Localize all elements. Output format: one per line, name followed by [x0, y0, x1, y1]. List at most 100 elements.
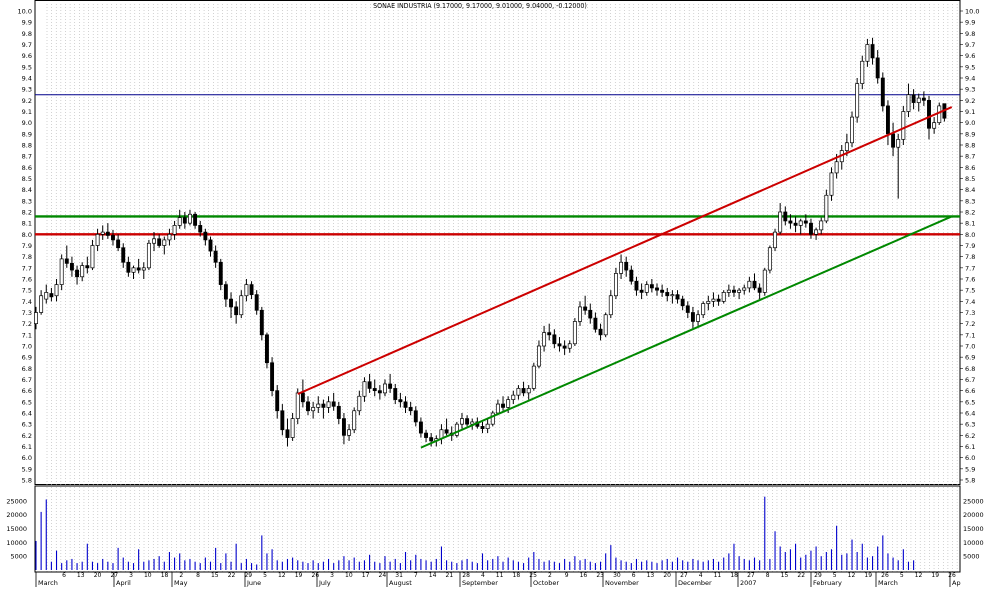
- candle-up: [701, 303, 706, 316]
- price-tick-label-right: 6.8: [965, 365, 975, 373]
- price-tick-label-right: 6.3: [965, 421, 975, 429]
- candle-up: [100, 231, 105, 235]
- candle-up: [567, 343, 572, 349]
- day-tick-label: 29: [244, 572, 252, 579]
- day-tick-label: 20: [663, 572, 671, 579]
- day-tick-label: 9: [565, 572, 569, 579]
- candle-down: [911, 94, 916, 103]
- day-tick-label: 3: [330, 572, 334, 579]
- day-tick-label: 2: [548, 572, 552, 579]
- day-tick-label: 22: [797, 572, 805, 579]
- candle-up: [460, 418, 464, 425]
- day-tick-label: 6: [632, 572, 636, 579]
- price-tick-label-left: 7.7: [22, 264, 32, 272]
- price-tick-label-right: 8.0: [965, 231, 975, 239]
- volume-tick-label-left: 20000: [6, 511, 27, 519]
- price-tick-label-right: 7.2: [965, 320, 975, 328]
- price-tick-label-left: 6.2: [22, 432, 32, 440]
- trendline-green: [420, 215, 953, 449]
- candle-up: [352, 410, 357, 431]
- month-label: February: [813, 579, 842, 587]
- price-tick-label-left: 7.6: [22, 276, 32, 284]
- price-tick-label-left: 6.9: [22, 354, 32, 362]
- day-tick-label: 6: [62, 572, 66, 579]
- candle-up: [152, 238, 156, 244]
- candle-up: [526, 388, 531, 394]
- month-label: 2007: [740, 579, 757, 587]
- candle-up: [383, 383, 387, 394]
- candle-down: [136, 267, 141, 271]
- candle-down: [588, 309, 593, 319]
- day-tick-label: 28: [462, 572, 470, 579]
- candle-up: [362, 381, 367, 397]
- price-tick-label-left: 6.1: [22, 443, 32, 451]
- price-tick-label-left: 7.0: [22, 343, 32, 351]
- month-label: May: [174, 579, 188, 587]
- day-tick-label: 25: [529, 572, 537, 579]
- day-tick-label: 12: [915, 572, 923, 579]
- day-tick-label: 5: [263, 572, 267, 579]
- price-tick-label-left: 8.7: [22, 153, 32, 161]
- candle-down: [408, 407, 413, 412]
- candle-up: [485, 423, 490, 429]
- candle-down: [521, 388, 526, 394]
- price-tick-label-left: 8.4: [22, 186, 32, 194]
- price-tick-label-right: 7.6: [965, 276, 975, 284]
- day-tick-label: 14: [429, 572, 437, 579]
- price-tick-label-right: 9.0: [965, 119, 975, 127]
- price-tick-label-right: 9.2: [965, 97, 975, 105]
- candle-up: [906, 94, 911, 112]
- candle-up: [511, 394, 516, 400]
- candle-down: [685, 305, 690, 313]
- day-tick-label: 22: [228, 572, 236, 579]
- day-tick-label: 27: [680, 572, 688, 579]
- candle-down: [583, 306, 588, 311]
- day-tick-label: 19: [864, 572, 872, 579]
- candle-down: [757, 287, 762, 293]
- price-tick-label-left: 9.3: [22, 86, 32, 94]
- candle-down: [341, 418, 346, 436]
- candle-up: [531, 365, 536, 389]
- candle-up: [295, 392, 300, 419]
- day-tick-label: 23: [596, 572, 604, 579]
- candle-up: [603, 314, 608, 336]
- candle-down: [280, 410, 285, 431]
- candle-up: [778, 211, 783, 233]
- day-tick-label: 20: [94, 572, 102, 579]
- candle-up: [916, 97, 921, 103]
- candle-down: [49, 293, 54, 298]
- price-tick-label-right: 9.7: [965, 41, 975, 49]
- price-tick-label-right: 6.9: [965, 354, 975, 362]
- candle-up: [495, 403, 500, 414]
- candle-down: [264, 334, 269, 364]
- candle-down: [157, 238, 162, 246]
- candle-down: [229, 298, 233, 308]
- day-tick-label: 11: [714, 572, 722, 579]
- price-tick-label-right: 7.4: [965, 298, 975, 306]
- price-tick-label-right: 5.8: [965, 477, 975, 485]
- candle-up: [767, 247, 772, 271]
- candle-up: [90, 245, 95, 269]
- price-tick-label-left: 6.4: [22, 410, 32, 418]
- candle-down: [377, 390, 382, 394]
- candle-down: [182, 217, 187, 224]
- candle-up: [162, 239, 167, 246]
- candle-down: [198, 225, 203, 233]
- candle-down: [629, 269, 634, 282]
- candle-down: [367, 381, 372, 389]
- candle-down: [116, 239, 121, 249]
- candle-up: [95, 233, 100, 246]
- candle-down: [444, 429, 449, 434]
- candle-down: [75, 269, 80, 278]
- candle-down: [752, 280, 757, 289]
- price-tick-label-right: 6.0: [965, 454, 975, 462]
- candle-up: [613, 273, 618, 297]
- candle-down: [275, 390, 280, 412]
- candle-down: [223, 284, 228, 300]
- price-tick-label-left: 6.7: [22, 376, 32, 384]
- day-tick-label: 15: [781, 572, 789, 579]
- candle-up: [619, 261, 624, 274]
- candle-down: [270, 362, 275, 392]
- candle-down: [64, 258, 69, 264]
- day-tick-label: 18: [161, 572, 169, 579]
